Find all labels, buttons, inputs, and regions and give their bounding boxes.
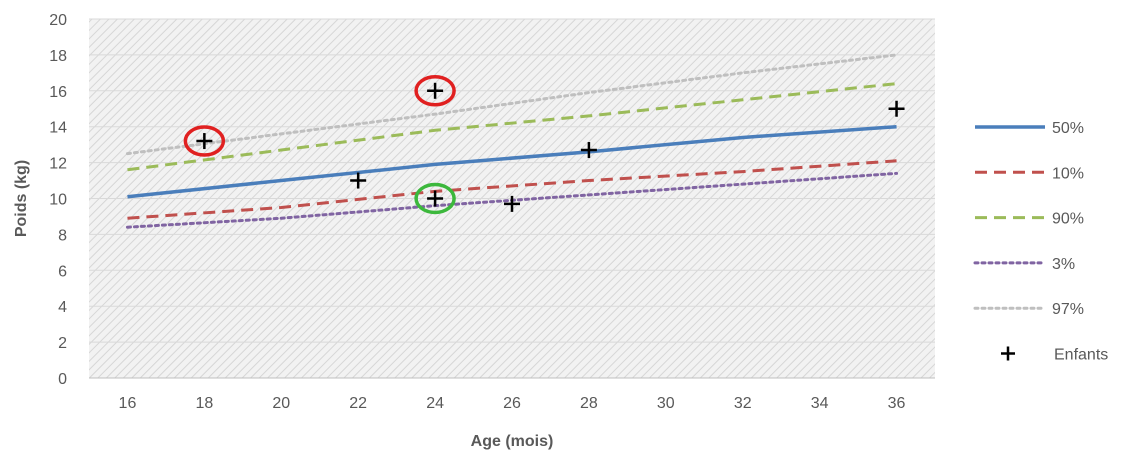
y-tick-label: 20 (49, 12, 67, 29)
y-tick-label: 14 (49, 120, 67, 137)
series-line-1 (127, 159, 897, 220)
points-layer (196, 82, 905, 212)
x-tick-label: 16 (119, 395, 137, 412)
data-point (888, 100, 905, 117)
y-tick-label: 0 (58, 371, 67, 388)
y-axis-ticks: 0 2 4 6 8 10 12 14 16 18 20 (49, 12, 67, 388)
x-tick-label: 22 (349, 395, 367, 412)
legend-label: 10% (1052, 165, 1084, 182)
annotation-circle (414, 75, 456, 107)
y-tick-label: 8 (58, 227, 67, 244)
series-line-2 (127, 82, 897, 172)
y-axis-title: Poids (kg) (13, 160, 30, 237)
legend-item: 3% (973, 256, 1075, 273)
legend-item: 10% (975, 165, 1084, 182)
x-tick-label: 20 (272, 395, 290, 412)
series-line-4 (125, 53, 899, 156)
data-point (196, 133, 213, 150)
y-tick-label: 4 (58, 299, 67, 316)
legend-label: Enfants (1054, 347, 1108, 364)
y-tick-label: 18 (49, 48, 67, 65)
x-axis-title: Age (mois) (471, 433, 554, 450)
data-point (427, 82, 444, 99)
x-tick-label: 36 (888, 395, 906, 412)
legend-label: 97% (1052, 301, 1084, 318)
annotation-layer (183, 75, 456, 215)
legend-item: 90% (975, 211, 1084, 228)
annotation-circle (183, 125, 226, 157)
legend-label: 50% (1052, 120, 1084, 137)
x-tick-label: 18 (195, 395, 213, 412)
y-tick-label: 2 (58, 335, 67, 352)
legend-label: 3% (1052, 256, 1075, 273)
legend-item: Enfants (1001, 346, 1108, 364)
data-point (504, 195, 520, 212)
x-tick-label: 30 (657, 395, 675, 412)
x-axis-ticks: 16 18 20 22 24 26 28 30 32 34 36 (119, 395, 906, 412)
data-point (580, 142, 597, 159)
legend-item: 50% (975, 120, 1084, 137)
x-tick-label: 26 (503, 395, 521, 412)
gridlines (89, 18, 935, 343)
annotation-circle (414, 182, 456, 215)
legend-label: 90% (1052, 211, 1084, 228)
data-point (350, 172, 367, 189)
y-tick-label: 6 (58, 263, 67, 280)
legend-item: 97% (973, 301, 1084, 318)
y-tick-label: 12 (49, 156, 67, 173)
x-tick-label: 24 (426, 395, 444, 412)
legend: 50% 10% 90% 3% 97% Enfants (973, 120, 1108, 364)
series-line-0 (127, 124, 897, 199)
x-tick-label: 32 (734, 395, 752, 412)
data-point (427, 190, 444, 207)
y-tick-label: 10 (49, 192, 67, 209)
x-tick-label: 34 (811, 395, 829, 412)
y-tick-label: 16 (49, 84, 67, 101)
x-tick-label: 28 (580, 395, 598, 412)
